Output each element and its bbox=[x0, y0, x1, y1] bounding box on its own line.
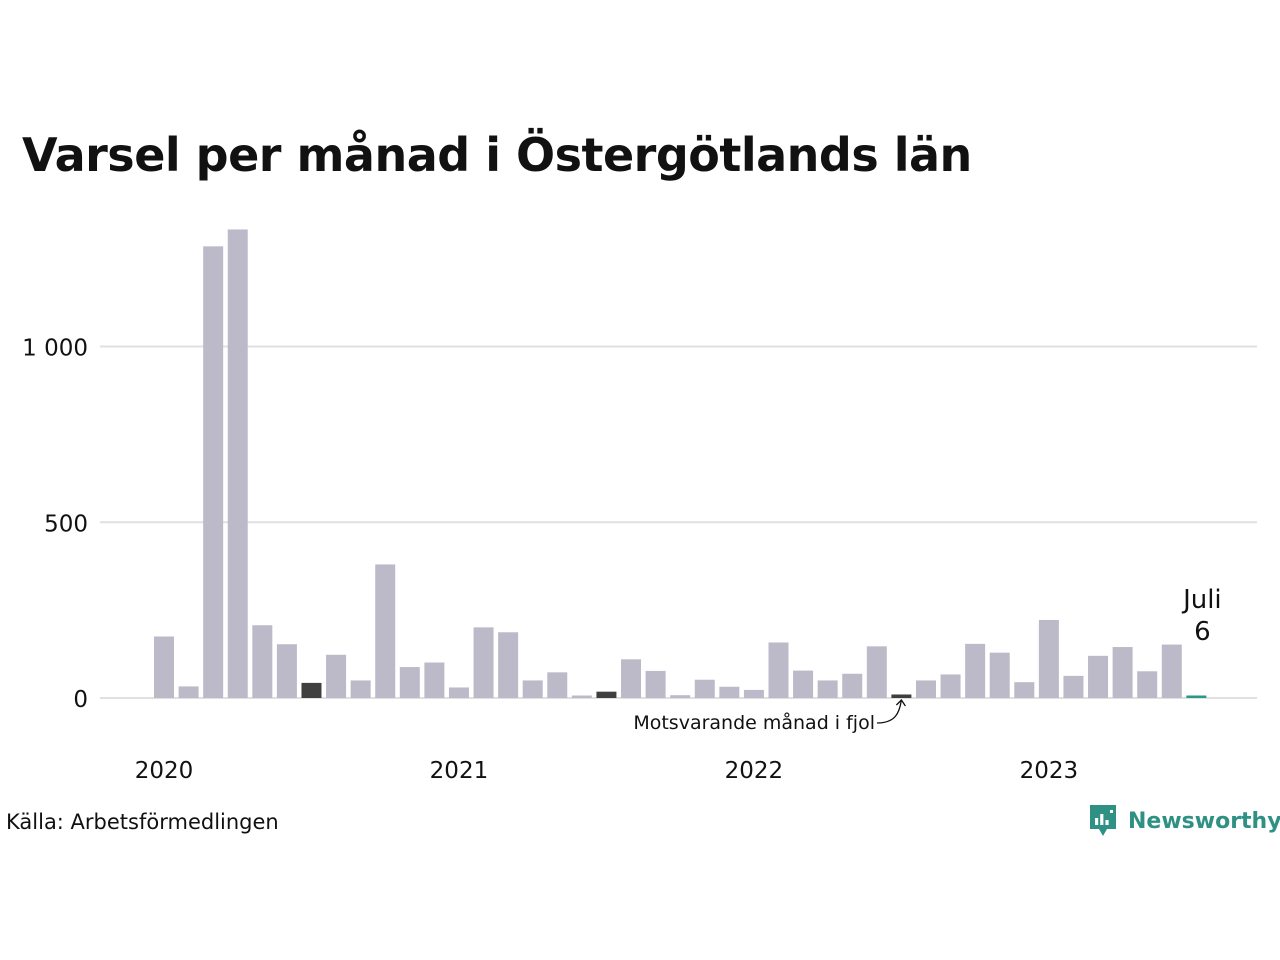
y-tick-label: 500 bbox=[44, 511, 88, 537]
bar bbox=[178, 686, 199, 698]
bar bbox=[1137, 671, 1158, 698]
bar bbox=[1038, 619, 1059, 698]
bar bbox=[522, 680, 543, 698]
source-note: Källa: Arbetsförmedlingen bbox=[6, 810, 279, 834]
bar bbox=[399, 667, 420, 698]
bar bbox=[326, 654, 347, 698]
newsworthy-logo[interactable]: Newsworthy bbox=[1088, 803, 1280, 839]
bar bbox=[252, 625, 273, 698]
bar bbox=[424, 662, 445, 698]
bar bbox=[1063, 675, 1084, 698]
bar bbox=[866, 646, 887, 698]
current-month-label: Juli bbox=[1181, 585, 1222, 615]
bar bbox=[473, 627, 494, 698]
bar bbox=[842, 673, 863, 698]
bar bbox=[1088, 655, 1109, 698]
bar bbox=[915, 680, 936, 698]
bar-same-month-last-year bbox=[891, 694, 912, 698]
bar bbox=[1112, 647, 1133, 698]
bar bbox=[203, 246, 224, 698]
grid-lines bbox=[100, 345, 1257, 699]
bar bbox=[670, 695, 691, 698]
annotations: Juli 6 Motsvarande månad i fjol bbox=[633, 585, 1221, 734]
bar bbox=[940, 674, 961, 698]
bar bbox=[817, 680, 838, 698]
x-tick-label: 2023 bbox=[1020, 758, 1079, 784]
bar-same-month-last-year bbox=[301, 682, 322, 698]
bar bbox=[498, 632, 519, 698]
x-tick-label: 2021 bbox=[430, 758, 489, 784]
same-month-last-year-arrow bbox=[876, 699, 903, 724]
y-axis-ticks: 0 500 1 000 bbox=[22, 336, 88, 713]
current-value-label: 6 bbox=[1194, 617, 1211, 647]
bar bbox=[719, 686, 740, 698]
brand-name: Newsworthy bbox=[1128, 808, 1280, 834]
y-tick-label: 1 000 bbox=[22, 336, 88, 362]
bar bbox=[793, 670, 814, 698]
bar bbox=[276, 644, 297, 698]
bar-current-month bbox=[1186, 695, 1207, 698]
bars bbox=[154, 229, 1207, 698]
bar bbox=[989, 652, 1010, 698]
bar bbox=[621, 659, 642, 698]
bar bbox=[965, 643, 986, 698]
bar-same-month-last-year bbox=[596, 691, 617, 698]
newsworthy-logo-icon bbox=[1090, 805, 1116, 836]
bar bbox=[375, 564, 396, 698]
bar bbox=[154, 636, 174, 698]
y-tick-label: 0 bbox=[73, 687, 88, 713]
bar bbox=[743, 689, 764, 698]
x-axis-year-labels: 2020 2021 2022 2023 bbox=[135, 758, 1078, 784]
arrowhead-icon bbox=[895, 698, 906, 707]
bar bbox=[448, 687, 469, 698]
bar bbox=[768, 642, 789, 698]
bar bbox=[1161, 644, 1182, 698]
bar bbox=[571, 695, 592, 698]
same-month-last-year-label: Motsvarande månad i fjol bbox=[633, 711, 875, 734]
bar bbox=[227, 229, 248, 698]
chart-title: Varsel per månad i Östergötlands län bbox=[22, 128, 972, 182]
bar bbox=[547, 672, 568, 698]
bar bbox=[350, 680, 371, 698]
bar bbox=[645, 670, 666, 698]
x-tick-label: 2020 bbox=[135, 758, 194, 784]
bar bbox=[1014, 682, 1035, 698]
bar bbox=[694, 679, 715, 698]
x-tick-label: 2022 bbox=[725, 758, 784, 784]
